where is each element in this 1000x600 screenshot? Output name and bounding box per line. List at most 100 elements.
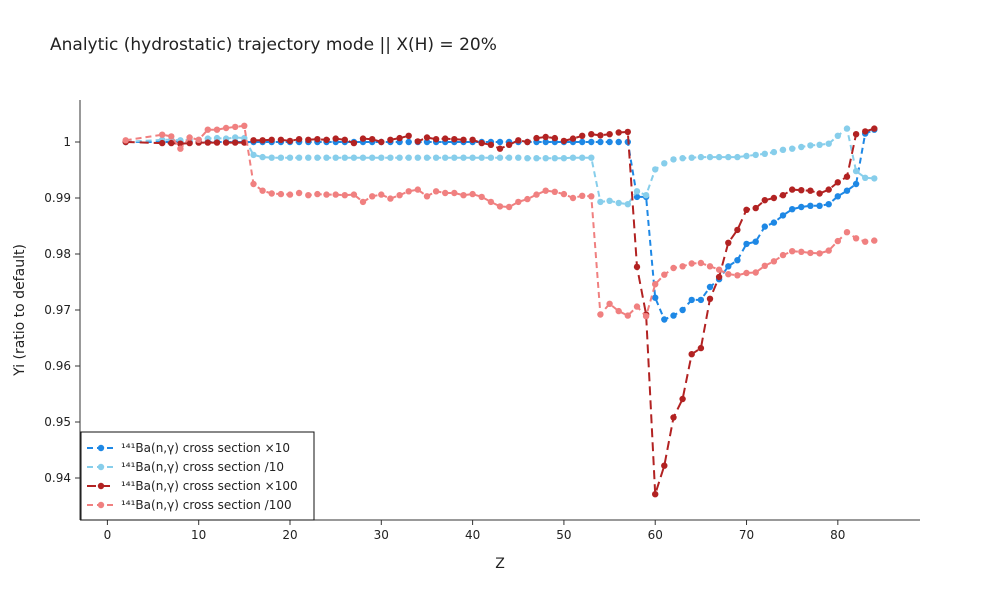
data-point — [770, 194, 778, 202]
data-point — [487, 141, 495, 148]
data-point — [807, 142, 814, 149]
data-point — [277, 154, 285, 161]
data-point — [606, 131, 613, 138]
data-point — [451, 136, 458, 143]
data-point — [168, 139, 175, 147]
data-point — [579, 154, 586, 161]
legend-label: ¹⁴¹Ba(n,γ) cross section /100 — [121, 498, 292, 512]
legend-label: ¹⁴¹Ba(n,γ) cross section ×10 — [121, 441, 290, 455]
data-point — [834, 193, 841, 200]
data-point — [862, 174, 869, 181]
data-point — [679, 395, 686, 403]
data-point — [405, 132, 412, 139]
data-point — [752, 238, 759, 245]
data-point — [295, 189, 303, 197]
data-point — [642, 192, 650, 199]
legend-swatch-marker — [97, 501, 105, 509]
data-point — [688, 296, 695, 304]
data-point — [213, 134, 221, 142]
data-point — [186, 134, 193, 141]
data-point — [442, 135, 449, 142]
data-point — [159, 139, 166, 147]
data-point — [633, 303, 641, 310]
data-point — [807, 202, 814, 209]
data-point — [560, 155, 568, 162]
data-point — [423, 134, 431, 141]
data-point — [286, 191, 294, 198]
data-point — [652, 281, 659, 288]
y-axis-label: Yi (ratio to default) — [12, 244, 28, 377]
data-point — [378, 154, 385, 161]
data-point — [341, 136, 348, 143]
data-point — [688, 260, 695, 267]
y-tick-label: 0.97 — [44, 303, 71, 317]
data-point — [369, 193, 376, 200]
data-point — [268, 154, 275, 161]
data-point — [542, 187, 549, 194]
data-point — [761, 150, 768, 157]
x-tick-label: 60 — [648, 528, 663, 542]
data-point — [807, 187, 814, 194]
data-point — [505, 203, 513, 211]
data-point — [387, 154, 394, 161]
data-point — [387, 136, 394, 143]
data-point — [423, 193, 431, 200]
data-point — [834, 132, 841, 139]
data-point — [642, 313, 650, 320]
data-point — [515, 137, 522, 144]
data-point — [186, 139, 193, 147]
data-point — [378, 138, 385, 146]
data-point — [524, 155, 531, 162]
data-point — [834, 179, 841, 186]
data-point — [341, 154, 348, 161]
data-point — [295, 154, 303, 161]
data-point — [670, 414, 677, 421]
x-tick-label: 50 — [556, 528, 571, 542]
data-point — [359, 135, 367, 142]
data-point — [688, 154, 695, 161]
data-point — [825, 247, 832, 254]
data-point — [779, 251, 787, 259]
data-point — [852, 131, 860, 138]
data-point — [789, 186, 796, 193]
data-point — [432, 136, 440, 143]
data-point — [679, 306, 686, 314]
data-point — [761, 197, 768, 204]
data-point — [341, 192, 348, 199]
data-point — [560, 190, 568, 198]
data-point — [378, 191, 385, 198]
x-axis-label: Z — [495, 556, 505, 572]
data-point — [779, 146, 787, 153]
legend: ¹⁴¹Ba(n,γ) cross section ×10 ¹⁴¹Ba(n,γ) c… — [80, 431, 315, 521]
data-point — [551, 134, 558, 142]
data-point — [697, 344, 705, 352]
data-point — [350, 191, 358, 198]
x-tick-label: 10 — [191, 528, 206, 542]
data-point — [405, 154, 412, 161]
data-point — [241, 134, 248, 142]
x-tick-label: 0 — [104, 528, 112, 542]
data-point — [286, 137, 294, 145]
data-point — [250, 180, 257, 188]
data-point — [597, 311, 604, 318]
data-point — [396, 154, 403, 161]
data-point — [679, 263, 686, 270]
data-point — [496, 138, 504, 146]
data-point — [222, 124, 230, 132]
data-point — [432, 188, 440, 195]
legend-item: ¹⁴¹Ba(n,γ) cross section ×10 — [87, 441, 290, 455]
data-point — [478, 154, 485, 161]
data-point — [268, 190, 275, 197]
data-point — [323, 154, 330, 161]
data-point — [670, 156, 677, 163]
data-point — [743, 152, 750, 160]
data-point — [515, 154, 522, 161]
data-point — [843, 187, 851, 194]
data-point — [478, 139, 485, 147]
data-point — [323, 191, 330, 198]
data-point — [505, 141, 513, 148]
data-point — [515, 198, 522, 206]
data-point — [670, 264, 677, 272]
data-point — [213, 126, 221, 133]
data-point — [579, 138, 586, 146]
